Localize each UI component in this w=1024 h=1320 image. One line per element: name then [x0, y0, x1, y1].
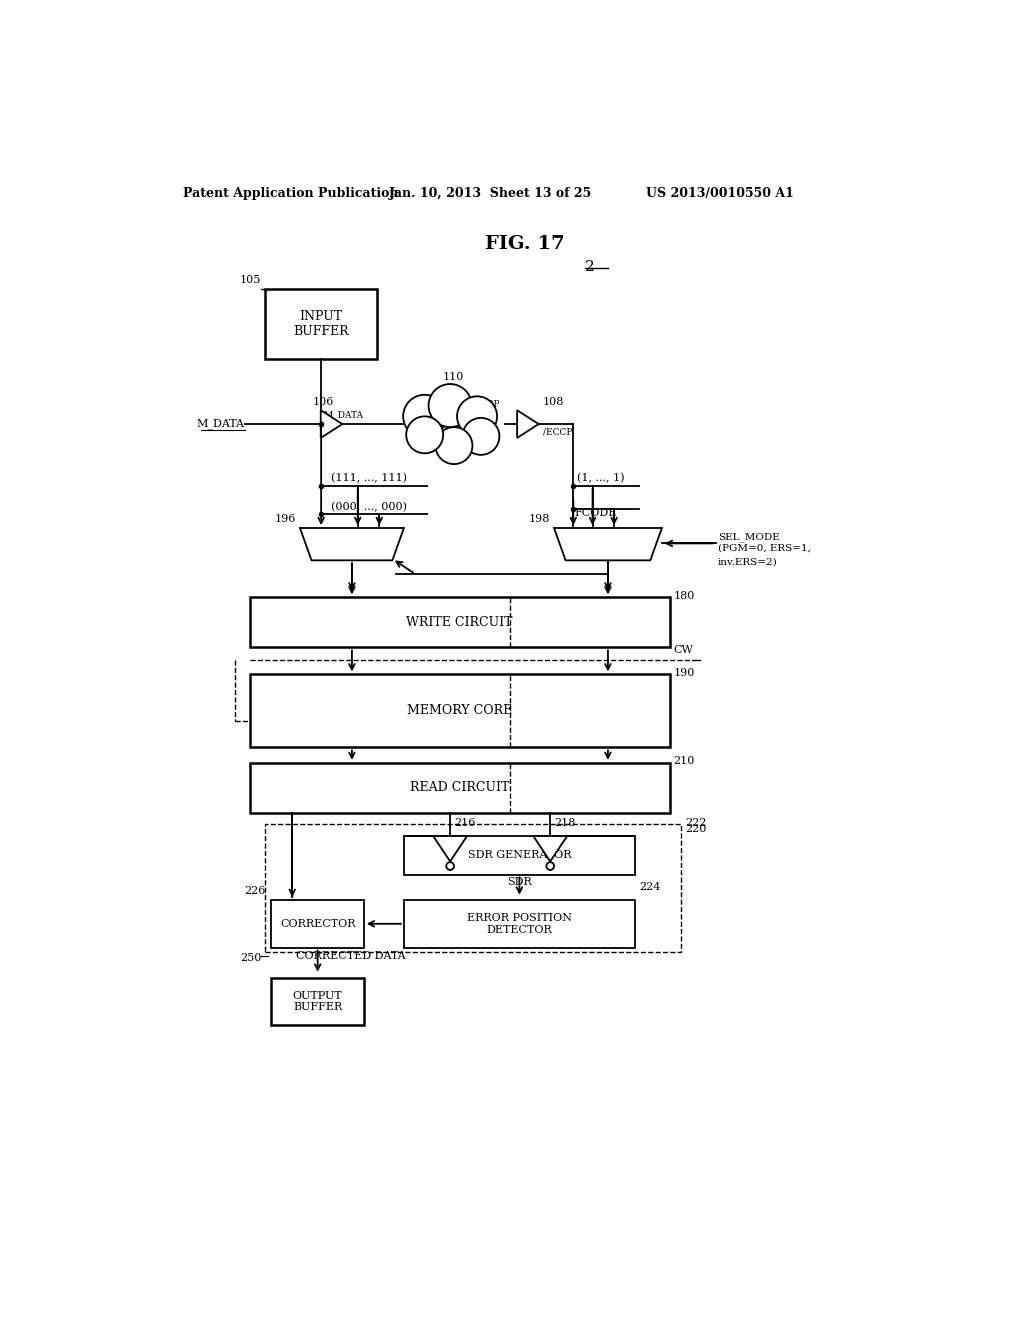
- Circle shape: [547, 862, 554, 870]
- Text: 190: 190: [674, 668, 695, 677]
- Text: 226: 226: [244, 886, 265, 896]
- Text: Patent Application Publication: Patent Application Publication: [183, 187, 398, 199]
- Polygon shape: [321, 411, 342, 438]
- Circle shape: [446, 862, 454, 870]
- Circle shape: [457, 396, 497, 437]
- Text: M_DATA: M_DATA: [197, 418, 245, 429]
- Text: 110: 110: [442, 372, 464, 381]
- Text: 108: 108: [543, 397, 564, 407]
- Text: CW: CW: [674, 645, 693, 655]
- Text: ERROR POSITION
DETECTOR: ERROR POSITION DETECTOR: [467, 913, 572, 935]
- Polygon shape: [433, 836, 467, 862]
- Text: FIG. 17: FIG. 17: [485, 235, 564, 253]
- Polygon shape: [517, 411, 539, 438]
- FancyBboxPatch shape: [403, 836, 635, 875]
- FancyBboxPatch shape: [265, 289, 377, 359]
- Polygon shape: [554, 528, 662, 561]
- Text: INPUT
BUFFER: INPUT BUFFER: [293, 310, 349, 338]
- Circle shape: [429, 384, 472, 428]
- Text: ENCODER: ENCODER: [424, 420, 484, 429]
- Text: US 2013/0010550 A1: US 2013/0010550 A1: [646, 187, 795, 199]
- FancyBboxPatch shape: [250, 675, 670, 747]
- Text: 210: 210: [674, 756, 695, 767]
- Circle shape: [463, 418, 500, 455]
- FancyBboxPatch shape: [271, 978, 364, 1024]
- Text: (PGM=0, ERS=1,: (PGM=0, ERS=1,: [718, 544, 811, 552]
- Text: (000, ..., 000): (000, ..., 000): [331, 502, 407, 512]
- Text: /ECCP: /ECCP: [543, 428, 572, 437]
- Text: (111, ..., 111): (111, ..., 111): [331, 473, 407, 483]
- Text: 106: 106: [313, 397, 335, 407]
- Circle shape: [435, 428, 472, 465]
- Text: CORRECTED DATA: CORRECTED DATA: [296, 950, 406, 961]
- Text: 222: 222: [685, 818, 707, 828]
- Circle shape: [407, 416, 443, 453]
- Text: 216: 216: [454, 818, 475, 829]
- Text: 0   1   2: 0 1 2: [587, 539, 629, 549]
- Text: 224: 224: [639, 882, 660, 892]
- Text: Jan. 10, 2013  Sheet 13 of 25: Jan. 10, 2013 Sheet 13 of 25: [388, 187, 592, 199]
- Text: READ CIRCUIT: READ CIRCUIT: [410, 781, 509, 795]
- Text: ECCP: ECCP: [474, 400, 500, 409]
- FancyBboxPatch shape: [403, 900, 635, 948]
- Text: 180: 180: [674, 591, 695, 601]
- Text: inv.ERS=2): inv.ERS=2): [718, 557, 778, 566]
- Polygon shape: [300, 528, 403, 561]
- Text: FCODE: FCODE: [574, 508, 617, 517]
- Text: 218: 218: [554, 818, 575, 829]
- Text: MEMORY CORE: MEMORY CORE: [408, 705, 512, 717]
- Text: WRITE CIRCUIT: WRITE CIRCUIT: [407, 616, 513, 628]
- Text: SDR: SDR: [507, 876, 531, 887]
- Text: 220: 220: [685, 825, 707, 834]
- Text: 198: 198: [528, 515, 550, 524]
- Text: SDR GENERATOR: SDR GENERATOR: [468, 850, 571, 861]
- Text: OUTPUT
BUFFER: OUTPUT BUFFER: [293, 991, 342, 1012]
- Text: 196: 196: [274, 515, 296, 524]
- FancyBboxPatch shape: [250, 598, 670, 647]
- Text: 250: 250: [240, 953, 261, 964]
- Circle shape: [403, 395, 446, 438]
- Text: (1, ..., 1): (1, ..., 1): [578, 473, 625, 483]
- Text: 105: 105: [240, 276, 261, 285]
- Text: 2: 2: [585, 260, 595, 275]
- Text: SEL_MODE: SEL_MODE: [718, 532, 780, 541]
- FancyBboxPatch shape: [271, 900, 364, 948]
- FancyBboxPatch shape: [250, 763, 670, 813]
- Text: 0   1   2: 0 1 2: [331, 539, 373, 549]
- Polygon shape: [534, 836, 567, 862]
- Text: /M_DATA: /M_DATA: [321, 411, 362, 420]
- Text: CORRECTOR: CORRECTOR: [280, 919, 355, 929]
